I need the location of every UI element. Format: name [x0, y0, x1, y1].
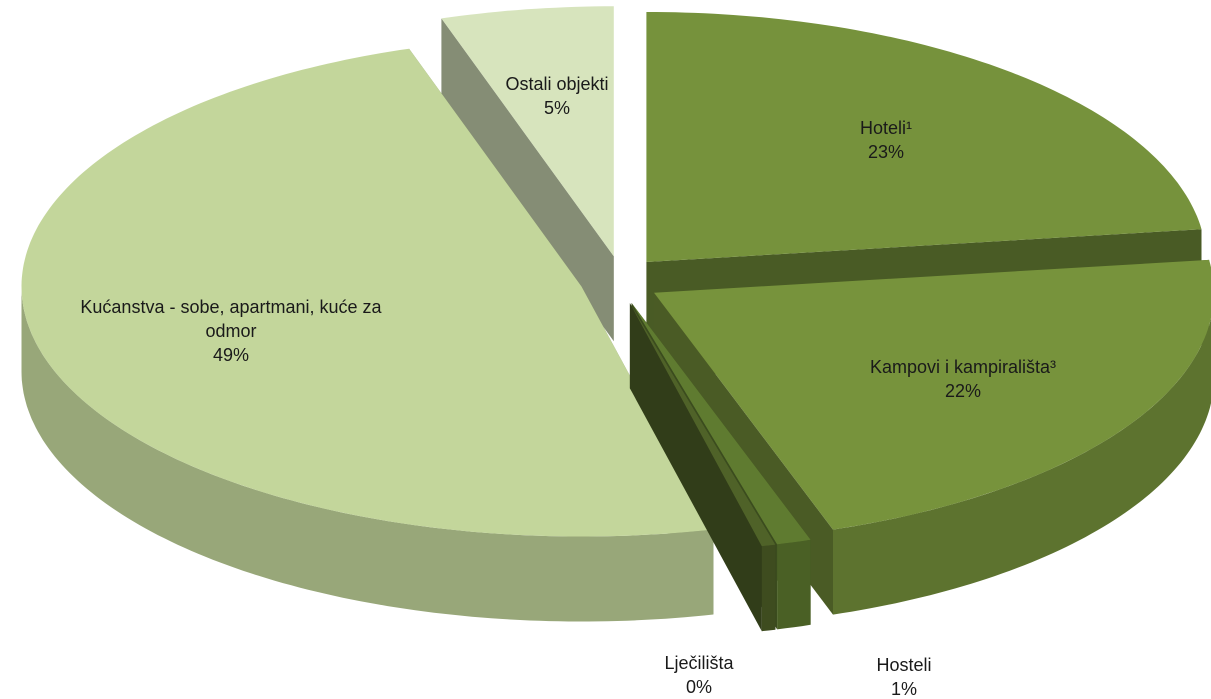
slice-top [441, 6, 614, 257]
category-label: Hosteli [876, 655, 932, 675]
value-label: 23% [867, 142, 905, 162]
slice-label: Hoteli¹ 23% [721, 116, 1051, 164]
slice-side [441, 18, 614, 342]
category-label: Ostali objekti [505, 74, 609, 94]
value-label: 49% [212, 345, 250, 365]
slice-label: Ostali objekti 5% [392, 72, 722, 120]
slice-top [629, 303, 776, 547]
value-label: 1% [890, 679, 917, 699]
value-label: 5% [543, 98, 570, 118]
slice-label: Hosteli 1% [739, 653, 1069, 699]
slice-top [21, 48, 714, 537]
slice-label: Kampovi i kampirališta³ 22% [798, 355, 1128, 403]
slice-top [654, 259, 1211, 530]
slice-top [646, 12, 1202, 262]
slice-side [629, 303, 762, 632]
category-label: Kućanstva - sobe, apartmani, kuće za odm… [80, 297, 382, 341]
slice-wall [833, 318, 1211, 615]
category-label: Hoteli¹ [859, 118, 912, 138]
slice-label: Kućanstva - sobe, apartmani, kuće za odm… [66, 295, 396, 367]
slice-top [631, 303, 811, 545]
category-label: Lječilišta [664, 653, 734, 673]
slice [21, 48, 714, 622]
slice [629, 303, 776, 632]
slice-wall [21, 286, 714, 622]
value-label: 22% [944, 381, 982, 401]
value-label: 0% [685, 677, 712, 697]
slice-label: Lječilišta 0% [534, 651, 864, 699]
slice-wall [777, 539, 811, 630]
slice-wall [761, 544, 776, 632]
category-label: Kampovi i kampirališta³ [869, 357, 1057, 377]
slice [441, 6, 614, 342]
